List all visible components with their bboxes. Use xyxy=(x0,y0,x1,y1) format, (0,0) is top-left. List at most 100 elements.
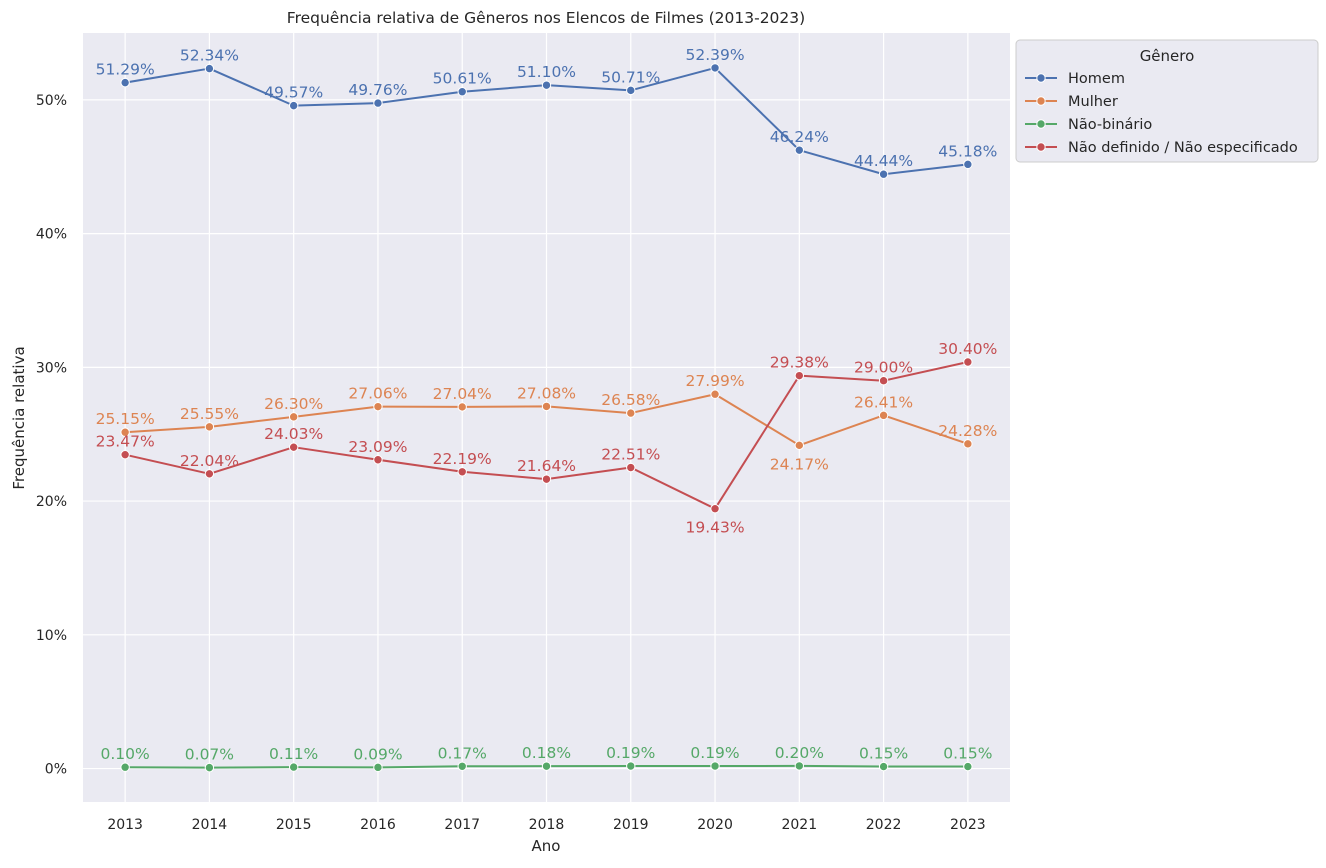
data-point xyxy=(373,455,383,465)
data-point xyxy=(204,762,215,773)
y-tick-label: 40% xyxy=(36,227,67,243)
data-label: 0.15% xyxy=(943,745,992,763)
data-label: 22.51% xyxy=(601,446,660,464)
data-point xyxy=(626,761,636,771)
data-point xyxy=(204,422,215,432)
data-point xyxy=(878,376,889,386)
data-point xyxy=(120,427,130,437)
data-point xyxy=(288,442,299,452)
data-label: 0.10% xyxy=(101,745,150,763)
data-point xyxy=(373,98,383,108)
data-label: 27.08% xyxy=(517,384,576,402)
data-label: 27.04% xyxy=(433,385,492,403)
legend-title: Gênero xyxy=(1140,47,1195,65)
data-label: 52.34% xyxy=(180,47,239,65)
data-label: 52.39% xyxy=(685,46,744,64)
data-label: 50.71% xyxy=(601,68,660,86)
x-tick-label: 2022 xyxy=(866,817,902,833)
data-point xyxy=(120,77,130,88)
data-point xyxy=(541,761,552,771)
data-point xyxy=(710,761,720,771)
data-label: 44.44% xyxy=(854,152,913,170)
data-label: 0.15% xyxy=(859,745,908,763)
data-point xyxy=(626,462,636,473)
data-label: 26.41% xyxy=(854,393,913,411)
legend-entries: Homem Mulher Não-binário Não definido / Não… xyxy=(1025,71,1298,156)
data-labels: 51.29% 52.34% 49.57% 49.76% 50.61% 51.10% 50.7… xyxy=(96,46,998,764)
data-label: 0.11% xyxy=(269,745,318,763)
series-layer xyxy=(120,63,973,773)
x-tick-label: 2018 xyxy=(529,817,565,833)
legend-label: Não definido / Não especificado xyxy=(1068,140,1298,156)
data-label: 24.17% xyxy=(770,455,829,473)
legend-item-1: Homem xyxy=(1025,71,1125,87)
data-point xyxy=(204,63,215,74)
data-label: 0.19% xyxy=(690,744,739,762)
x-tick-label: 2017 xyxy=(444,817,480,833)
series-4 xyxy=(120,357,973,514)
data-point xyxy=(878,169,889,179)
data-point xyxy=(710,504,720,514)
x-tick-label: 2015 xyxy=(276,817,312,833)
data-point xyxy=(963,761,973,772)
series-1 xyxy=(120,63,973,179)
y-tick-label: 50% xyxy=(36,93,67,109)
data-point xyxy=(878,761,889,772)
y-tick-label: 10% xyxy=(36,628,67,644)
data-point xyxy=(457,467,467,477)
data-label: 25.55% xyxy=(180,405,239,423)
legend-marker xyxy=(1036,142,1046,152)
legend-label: Mulher xyxy=(1068,94,1118,110)
data-label: 0.09% xyxy=(353,745,402,763)
legend-marker xyxy=(1036,73,1046,83)
data-label: 0.07% xyxy=(185,746,234,764)
data-label: 29.00% xyxy=(854,359,913,377)
legend-marker xyxy=(1036,119,1046,129)
data-point xyxy=(373,401,383,412)
y-tick-label: 30% xyxy=(36,360,67,376)
data-label: 0.20% xyxy=(775,744,824,762)
data-label: 27.06% xyxy=(348,385,407,403)
axis-layer: 0% 10% 20% 30% 40% 50% 2013 2014 2015 2016 2017 201… xyxy=(36,93,986,833)
data-label: 23.09% xyxy=(348,438,407,456)
y-axis-label: Frequência relativa xyxy=(10,346,28,489)
legend-item-3: Não-binário xyxy=(1025,117,1152,133)
data-label: 49.57% xyxy=(264,84,323,102)
data-point xyxy=(288,100,299,111)
data-point xyxy=(626,85,636,96)
series-3 xyxy=(120,761,973,773)
data-point xyxy=(457,761,467,771)
x-tick-label: 2013 xyxy=(107,817,143,833)
data-point xyxy=(794,370,805,381)
data-point xyxy=(626,408,636,418)
data-point xyxy=(457,402,467,412)
data-point xyxy=(457,87,467,97)
data-point xyxy=(373,762,383,773)
data-label: 45.18% xyxy=(938,142,997,160)
data-point xyxy=(963,357,973,367)
data-label: 22.19% xyxy=(433,450,492,468)
x-tick-label: 2014 xyxy=(192,817,228,833)
y-tick-label: 20% xyxy=(36,494,67,510)
data-point xyxy=(541,401,552,412)
data-label: 0.17% xyxy=(438,744,487,762)
series-2 xyxy=(120,389,973,451)
data-label: 50.61% xyxy=(433,70,492,88)
x-tick-label: 2023 xyxy=(950,817,986,833)
data-label: 0.18% xyxy=(522,744,571,762)
data-label: 49.76% xyxy=(348,81,407,99)
data-point xyxy=(120,762,130,772)
data-label: 26.58% xyxy=(601,391,660,409)
legend-frame xyxy=(1015,39,1319,163)
data-label: 24.03% xyxy=(264,425,323,443)
x-tick-label: 2016 xyxy=(360,817,396,833)
data-point xyxy=(794,440,805,451)
y-tick-label: 0% xyxy=(45,762,67,778)
data-point xyxy=(710,63,720,73)
data-point xyxy=(120,449,130,460)
chart-title: Frequência relativa de Gêneros nos Elenc… xyxy=(287,9,805,27)
legend-marker xyxy=(1036,96,1046,106)
data-label: 26.30% xyxy=(264,395,323,413)
